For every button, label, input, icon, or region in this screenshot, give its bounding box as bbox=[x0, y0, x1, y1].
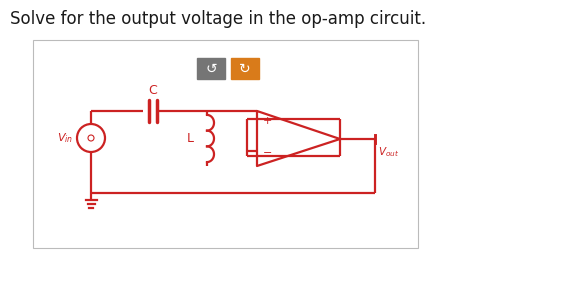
Text: +: + bbox=[263, 116, 272, 126]
Bar bbox=[231, 58, 259, 79]
Text: ↻: ↻ bbox=[239, 61, 251, 76]
Text: $V_{out}$: $V_{out}$ bbox=[378, 145, 399, 159]
Text: C: C bbox=[149, 84, 157, 97]
Text: L: L bbox=[187, 132, 194, 145]
Circle shape bbox=[77, 124, 105, 152]
Bar bbox=[197, 58, 225, 79]
Text: Solve for the output voltage in the op-amp circuit.: Solve for the output voltage in the op-a… bbox=[10, 10, 426, 28]
Text: ↺: ↺ bbox=[205, 61, 217, 76]
Text: −: − bbox=[263, 148, 272, 158]
Text: $V_{in}$: $V_{in}$ bbox=[57, 131, 73, 145]
Circle shape bbox=[88, 135, 94, 141]
Bar bbox=[33, 40, 418, 248]
